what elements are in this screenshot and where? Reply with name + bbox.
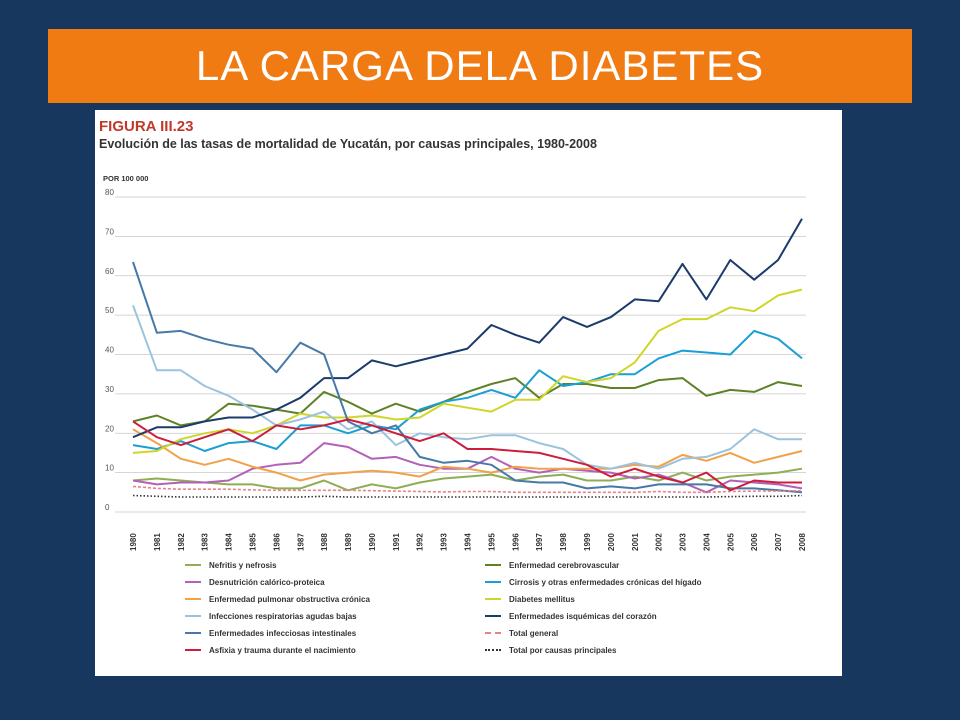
legend-item: Enfermedades infecciosas intestinales [185, 626, 485, 640]
x-tick-label-1987: 1987 [296, 533, 305, 551]
x-tick-label-1990: 1990 [368, 533, 377, 551]
y-tick-label-30: 30 [105, 385, 114, 394]
x-tick-label-1997: 1997 [535, 533, 544, 551]
x-tick-label-1994: 1994 [464, 533, 473, 551]
legend-swatch [185, 598, 201, 600]
y-axis-unit: POR 100 000 [103, 174, 149, 183]
y-tick-label-80: 80 [105, 188, 114, 197]
legend-label: Desnutrición calórico-proteica [209, 577, 325, 587]
y-tick-label-40: 40 [105, 346, 114, 355]
series-line-7 [132, 218, 803, 439]
x-tick-label-1995: 1995 [487, 533, 496, 551]
legend-item: Enfermedad pulmonar obstructiva crónica [185, 592, 485, 606]
x-tick-label-1984: 1984 [225, 533, 234, 551]
x-tick-label-2001: 2001 [631, 533, 640, 551]
x-tick-label-1992: 1992 [416, 533, 425, 551]
y-tick-label-10: 10 [105, 464, 114, 473]
x-tick-label-2006: 2006 [750, 533, 759, 551]
legend-swatch [185, 649, 201, 651]
y-tick-label-50: 50 [105, 306, 114, 315]
x-tick-label-1985: 1985 [248, 533, 257, 551]
legend-label: Enfermedad pulmonar obstructiva crónica [209, 594, 370, 604]
x-tick-label-1996: 1996 [511, 533, 520, 551]
y-tick-label-0: 0 [105, 503, 110, 512]
figure-panel: 0 10 20 30 40 50 60 70 80 1980 1981 1982 1983 1984 198… [95, 110, 842, 676]
legend-item: Desnutrición calórico-proteica [185, 575, 485, 589]
chart-legend: Nefritis y nefrosis Enfermedad cerebrovas… [185, 558, 805, 657]
legend-label: Nefritis y nefrosis [209, 560, 277, 570]
legend-item: Enfermedad cerebrovascular [485, 558, 805, 572]
series-line-4 [132, 428, 803, 482]
y-tick-label-70: 70 [105, 227, 114, 236]
legend-swatch [185, 581, 201, 583]
legend-swatch [485, 564, 501, 566]
series-line-11 [132, 494, 803, 498]
legend-swatch [185, 632, 201, 634]
figure-label: FIGURA III.23 [99, 118, 194, 135]
legend-item: Enfermedades isquémicas del corazón [485, 609, 805, 623]
legend-item: Diabetes mellitus [485, 592, 805, 606]
legend-swatch [485, 615, 501, 617]
series-line-6 [132, 304, 802, 470]
x-tick-label-1981: 1981 [153, 533, 162, 551]
x-tick-label-1989: 1989 [344, 533, 353, 551]
x-tick-label-1983: 1983 [201, 533, 210, 551]
x-tick-label-1999: 1999 [583, 533, 592, 551]
legend-label: Enfermedad cerebrovascular [509, 560, 620, 570]
legend-label: Diabetes mellitus [509, 594, 575, 604]
legend-label: Total por causas principales [509, 645, 617, 655]
legend-label: Asfixia y trauma durante el nacimiento [209, 645, 356, 655]
y-tick-label-60: 60 [105, 267, 114, 276]
x-tick-label-1998: 1998 [559, 533, 568, 551]
slide-title-bar: LA CARGA DELA DIABETES [48, 29, 912, 103]
x-tick-label-1986: 1986 [272, 533, 281, 551]
legend-label: Total general [509, 628, 559, 638]
series-line-5 [132, 288, 803, 454]
legend-swatch [485, 649, 501, 651]
legend-label: Cirrosis y otras enfermedades crónicas d… [509, 577, 702, 587]
legend-item: Total general [485, 626, 805, 640]
series-line-0 [132, 467, 803, 492]
x-tick-label-2004: 2004 [702, 533, 711, 551]
legend-swatch [485, 632, 501, 634]
x-tick-label-1980: 1980 [129, 533, 138, 551]
legend-item: Total por causas principales [485, 643, 805, 657]
legend-item: Infecciones respiratorias agudas bajas [185, 609, 485, 623]
figure-subtitle: Evolución de las tasas de mortalidad de … [99, 137, 597, 151]
series-line-10 [132, 418, 802, 492]
legend-swatch [485, 581, 501, 583]
x-tick-label-1991: 1991 [392, 533, 401, 551]
legend-swatch [185, 615, 201, 617]
x-tick-label-2007: 2007 [774, 533, 783, 551]
x-tick-label-2002: 2002 [655, 533, 664, 551]
legend-item: Cirrosis y otras enfermedades crónicas d… [485, 575, 805, 589]
legend-swatch [185, 564, 201, 566]
x-tick-label-1982: 1982 [177, 533, 186, 551]
x-tick-label-2000: 2000 [607, 533, 616, 551]
x-tick-label-2008: 2008 [798, 533, 807, 551]
x-tick-label-2003: 2003 [679, 533, 688, 551]
series-line-9 [132, 485, 803, 494]
legend-swatch [485, 598, 501, 600]
legend-label: Enfermedades isquémicas del corazón [509, 611, 657, 621]
x-tick-label-1993: 1993 [440, 533, 449, 551]
legend-item: Nefritis y nefrosis [185, 558, 485, 572]
legend-item: Asfixia y trauma durante el nacimiento [185, 643, 485, 657]
y-tick-label-20: 20 [105, 424, 114, 433]
x-tick-label-1988: 1988 [320, 533, 329, 551]
slide-title: LA CARGA DELA DIABETES [195, 42, 765, 89]
mortality-line-chart: 0 10 20 30 40 50 60 70 80 1980 1981 1982 1983 1984 198… [105, 188, 807, 551]
x-tick-label-2005: 2005 [726, 533, 735, 551]
series-line-8 [132, 261, 803, 494]
legend-label: Infecciones respiratorias agudas bajas [209, 611, 357, 621]
series-line-3 [132, 329, 803, 452]
legend-label: Enfermedades infecciosas intestinales [209, 628, 357, 638]
